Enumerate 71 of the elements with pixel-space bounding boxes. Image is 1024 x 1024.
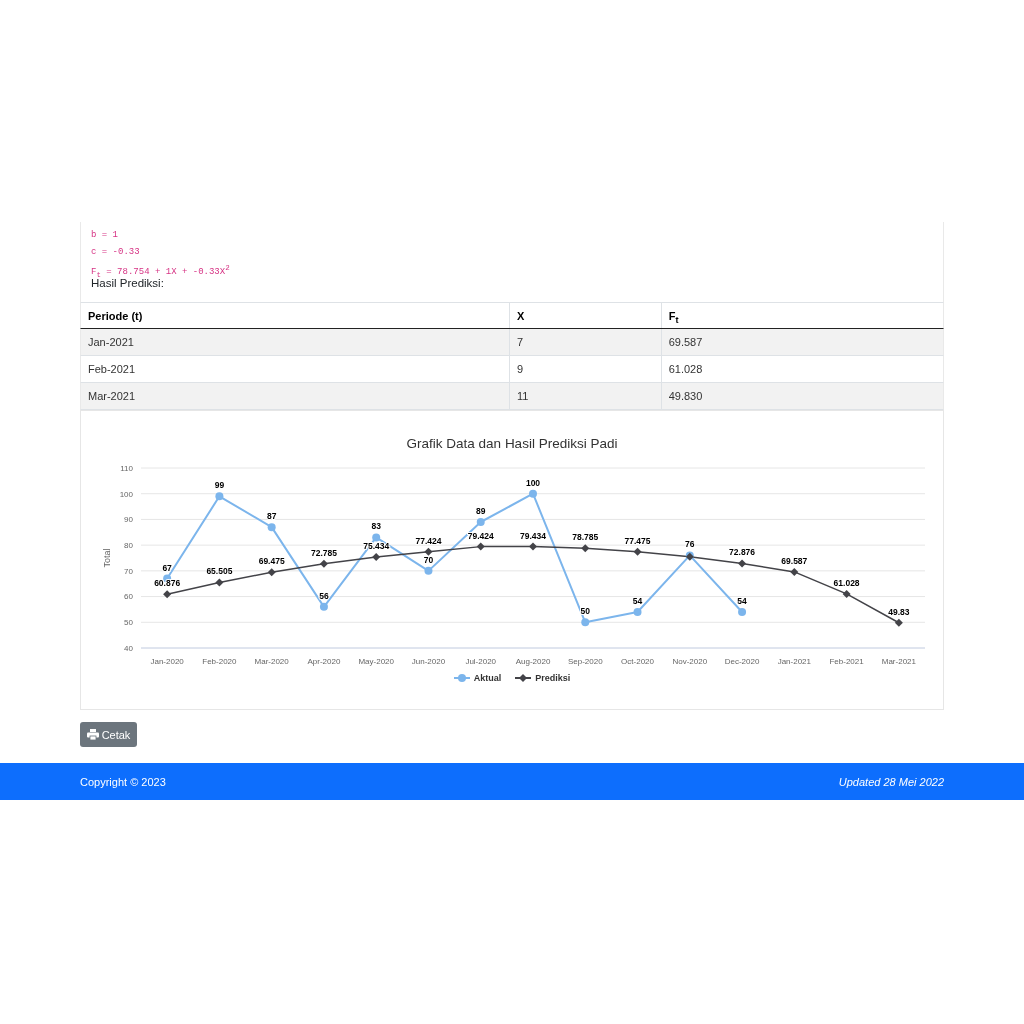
- x-tick-label: Mar-2020: [254, 656, 290, 666]
- legend-label: Prediksi: [535, 673, 571, 683]
- data-label: 70: [423, 554, 434, 565]
- y-tick-label: 40: [124, 643, 134, 653]
- y-tick-label: 60: [124, 592, 134, 602]
- text: X: [516, 310, 525, 322]
- x-tick-label: Jul-2020: [465, 656, 497, 666]
- x-tick-label: Jan-2020: [150, 656, 185, 666]
- text: Updated 28 Mei 2022: [838, 775, 944, 789]
- y-tick-label: 90: [124, 515, 134, 525]
- x-tick-label: Aug-2020: [515, 656, 551, 666]
- text: 7: [516, 336, 524, 348]
- x-tick-label: Feb-2020: [202, 656, 238, 666]
- text: Periode (t): [88, 310, 143, 322]
- data-label: 83: [371, 521, 382, 532]
- data-label: 79.434: [520, 530, 547, 541]
- x-tick-label: Mar-2021: [881, 656, 917, 666]
- x-tick-label: Jun-2020: [411, 656, 446, 666]
- data-label: 69.587: [781, 555, 808, 566]
- data-label: 60.876: [154, 578, 181, 589]
- x-tick-label: Sep-2020: [567, 656, 604, 666]
- x-tick-label: Oct-2020: [621, 656, 655, 666]
- data-label: 69.475: [258, 556, 285, 567]
- text: 69.587: [668, 336, 703, 348]
- y-tick-label: 110: [120, 463, 134, 473]
- data-label: 50: [580, 606, 591, 617]
- text: 49.830: [668, 390, 703, 402]
- data-label: 67: [162, 562, 173, 573]
- data-label: 79.424: [467, 530, 494, 541]
- data-label: 87: [266, 511, 277, 522]
- y-tick-label: 70: [124, 566, 134, 576]
- data-label: 77.424: [415, 535, 442, 546]
- y-tick-label: 50: [124, 618, 134, 628]
- text: F$_{t}$ = 78.754 + 1X + -0.33X$^{2}$: [91, 263, 230, 279]
- data-label: 76: [685, 539, 695, 550]
- text: 9: [516, 363, 524, 375]
- data-label: 75.434: [363, 540, 390, 551]
- legend-label: Aktual: [473, 673, 502, 683]
- x-tick-label: Feb-2021: [829, 656, 865, 666]
- text: Copyright © 2023: [80, 775, 166, 789]
- chart-title: Grafik Data dan Hasil Prediksi Padi: [405, 436, 619, 452]
- data-label: 65.505: [206, 566, 233, 577]
- y-tick-label: 80: [124, 540, 134, 550]
- data-label: 56: [319, 590, 329, 601]
- y-tick-label: 100: [119, 489, 134, 499]
- data-label: 54: [737, 596, 748, 606]
- y-axis-title: Total: [102, 548, 112, 568]
- text: c = -0.33: [91, 245, 140, 258]
- data-label: 78.785: [572, 532, 599, 543]
- data-label: 61.028: [833, 577, 860, 588]
- data-label: 49.83: [888, 606, 910, 617]
- data-label: 54: [632, 596, 643, 606]
- x-tick-label: Dec-2020: [724, 656, 760, 666]
- x-tick-label: Nov-2020: [672, 656, 708, 666]
- text: Jan-2021: [88, 336, 134, 348]
- data-label: 72.876: [729, 547, 756, 558]
- x-tick-label: Jan-2021: [777, 656, 812, 666]
- data-label: 100: [525, 477, 541, 488]
- data-label: 89: [476, 506, 486, 516]
- text: 61.028: [668, 363, 703, 375]
- data-label: 72.785: [310, 547, 338, 558]
- x-tick-label: Apr-2020: [307, 656, 341, 666]
- text: Hasil Prediksi:: [91, 277, 164, 290]
- text: 11: [516, 390, 529, 402]
- text: b = 1: [91, 229, 119, 241]
- text: Feb-2021: [88, 363, 136, 375]
- data-label: 77.475: [624, 535, 651, 546]
- text: Mar-2021: [88, 390, 136, 402]
- x-tick-label: May-2020: [358, 656, 395, 666]
- text: F$_{t}$: [668, 310, 679, 326]
- data-label: 99: [214, 480, 225, 491]
